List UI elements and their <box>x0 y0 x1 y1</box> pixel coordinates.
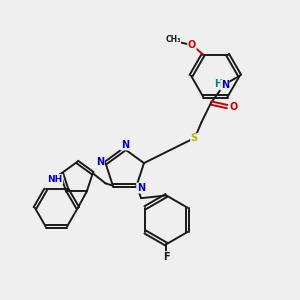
Text: S: S <box>191 134 198 143</box>
Text: O: O <box>229 102 237 112</box>
Text: N: N <box>137 183 145 193</box>
Text: NH: NH <box>47 175 63 184</box>
Text: H: H <box>214 79 222 89</box>
Text: N: N <box>96 157 104 166</box>
Text: N: N <box>221 80 229 90</box>
Text: O: O <box>188 40 196 50</box>
Text: CH₃: CH₃ <box>165 34 181 43</box>
Text: N: N <box>121 140 129 150</box>
Text: F: F <box>163 252 170 262</box>
